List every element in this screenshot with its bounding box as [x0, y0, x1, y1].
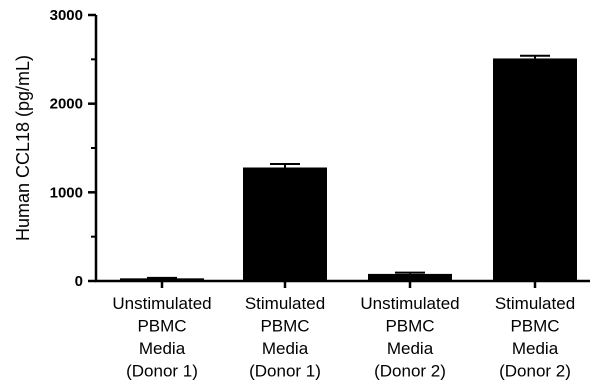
x-tick-label-line: PBMC [260, 317, 309, 336]
error-bars [147, 54, 550, 279]
bar [243, 167, 327, 281]
x-tick-label-line: (Donor 2) [374, 362, 446, 381]
x-tick-label-line: Unstimulated [360, 294, 459, 313]
x-tick-label-line: Stimulated [495, 294, 575, 313]
category-labels: Unstimulated PBMC Media (Donor 1)Stimulated… [112, 294, 575, 381]
x-tick-label-line: Media [139, 339, 186, 358]
x-tick-label: Unstimulated PBMC Media (Donor 1) [112, 294, 211, 381]
y-tick-label: 0 [75, 273, 83, 290]
bar [120, 278, 204, 281]
y-axis-title: Human CCL18 (pg/mL) [13, 55, 33, 241]
y-tick-label: 2000 [50, 96, 83, 113]
x-tick-label-line: Media [512, 339, 559, 358]
y-axis: 0 1000 2000 3000 [50, 7, 98, 290]
x-tick-label-line: Media [262, 339, 309, 358]
x-tick-label: Stimulated PBMC Media (Donor 1) [245, 294, 325, 381]
x-tick-label-line: PBMC [137, 317, 186, 336]
bars [120, 58, 577, 281]
x-tick-label-line: (Donor 1) [126, 362, 198, 381]
y-tick-label: 1000 [50, 184, 83, 201]
bar [368, 273, 452, 281]
bar [493, 58, 577, 281]
x-tick-label: Stimulated PBMC Media (Donor 2) [495, 294, 575, 381]
x-tick-label-line: Stimulated [245, 294, 325, 313]
x-tick-label-line: (Donor 2) [499, 362, 571, 381]
x-tick-label-line: Unstimulated [112, 294, 211, 313]
y-tick-label: 3000 [50, 7, 83, 24]
x-tick-label-line: Media [387, 339, 434, 358]
x-axis [95, 279, 590, 288]
x-tick-label: Unstimulated PBMC Media (Donor 2) [360, 294, 459, 381]
x-tick-label-line: PBMC [385, 317, 434, 336]
x-tick-label-line: PBMC [510, 317, 559, 336]
x-tick-label-line: (Donor 1) [249, 362, 321, 381]
